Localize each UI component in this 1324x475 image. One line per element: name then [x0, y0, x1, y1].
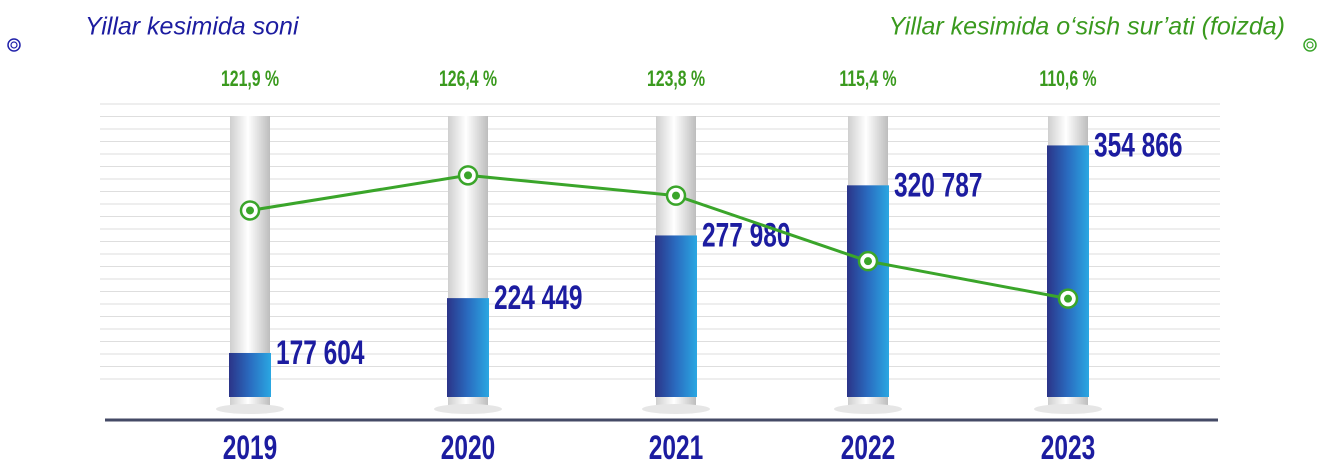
rule-end: [1303, 38, 1317, 52]
x-tick-label: 2022: [841, 429, 895, 467]
legend-bars: Yillar kesimida soni: [85, 13, 300, 41]
percent-label-group: 123,8 %: [647, 67, 705, 91]
percent-label: 121,9 %: [221, 67, 279, 91]
percent-label-group: 126,4 %: [439, 67, 497, 91]
percent-label-group: 121,9 %: [221, 67, 279, 91]
rule-end: [7, 38, 21, 52]
x-tick-label-group: 2021: [649, 429, 703, 467]
bar-value-label-group: 177 604: [276, 334, 365, 372]
x-tick-label-group: 2023: [1041, 429, 1095, 467]
line-marker-dot: [672, 191, 680, 200]
bar: [655, 235, 697, 397]
bar-value-label-group: 320 787: [894, 166, 982, 204]
line-marker-dot: [864, 257, 872, 266]
percent-label: 123,8 %: [647, 67, 705, 91]
x-tick-label-group: 2019: [223, 429, 277, 467]
bar: [229, 352, 271, 397]
bar-value-label: 177 604: [276, 334, 365, 372]
x-tick-label: 2020: [441, 429, 495, 467]
line-marker-dot: [246, 206, 254, 215]
line-marker-dot: [464, 171, 472, 180]
pillar-foot: [434, 404, 502, 414]
x-tick-label-group: 2020: [441, 429, 495, 467]
pillar-foot: [834, 404, 902, 414]
percent-label-group: 110,6 %: [1039, 67, 1096, 91]
pillar-foot: [642, 404, 710, 414]
x-tick-label: 2023: [1041, 429, 1095, 467]
percent-label: 126,4 %: [439, 67, 497, 91]
rule-end: [10, 41, 18, 49]
bar-value-label: 224 449: [494, 279, 582, 317]
header: Yillar kesimida soni Yillar kesimida o‘s…: [7, 13, 1317, 52]
legend-line: Yillar kesimida o‘sish sur’ati (foizda): [889, 13, 1285, 41]
x-tick-label-group: 2022: [841, 429, 895, 467]
bar-value-label: 354 866: [1094, 127, 1182, 165]
percent-label: 115,4 %: [839, 67, 896, 91]
bar: [447, 298, 489, 397]
bar-value-label-group: 224 449: [494, 279, 582, 317]
x-tick-label: 2019: [223, 429, 277, 467]
x-tick-label: 2021: [649, 429, 703, 467]
bar-value-label: 320 787: [894, 166, 982, 204]
bar: [1047, 145, 1089, 397]
pillar-foot: [216, 404, 284, 414]
rule-end: [1306, 41, 1314, 49]
percent-label: 110,6 %: [1039, 67, 1096, 91]
pillar-foot: [1034, 404, 1102, 414]
bar-value-label: 277 980: [702, 217, 790, 255]
percent-label-group: 115,4 %: [839, 67, 896, 91]
bar-value-label-group: 277 980: [702, 217, 790, 255]
line-marker-dot: [1064, 294, 1072, 303]
bar: [847, 185, 889, 397]
bar-value-label-group: 354 866: [1094, 127, 1182, 165]
